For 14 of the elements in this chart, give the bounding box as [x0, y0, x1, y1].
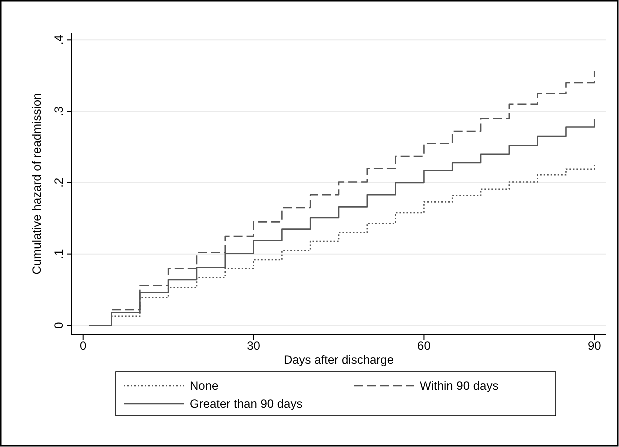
- x-tick-label: 90: [588, 339, 602, 353]
- x-axis-title: Days after discharge: [284, 353, 394, 367]
- y-tick-label: 0: [52, 322, 66, 330]
- x-tick-label: 60: [418, 339, 432, 353]
- y-axis-title: Cumulative hazard of readmission: [30, 93, 44, 275]
- x-tick-label: 30: [247, 339, 261, 353]
- y-tick-label: .4: [52, 34, 66, 46]
- x-tick-label: 0: [80, 339, 88, 353]
- legend-label: Within 90 days: [420, 379, 499, 393]
- y-tick-label: .1: [52, 249, 66, 260]
- legend-label: Greater than 90 days: [190, 397, 303, 411]
- legend-label: None: [190, 379, 220, 393]
- y-tick-label: .3: [52, 106, 66, 117]
- y-tick-label: .2: [52, 178, 66, 188]
